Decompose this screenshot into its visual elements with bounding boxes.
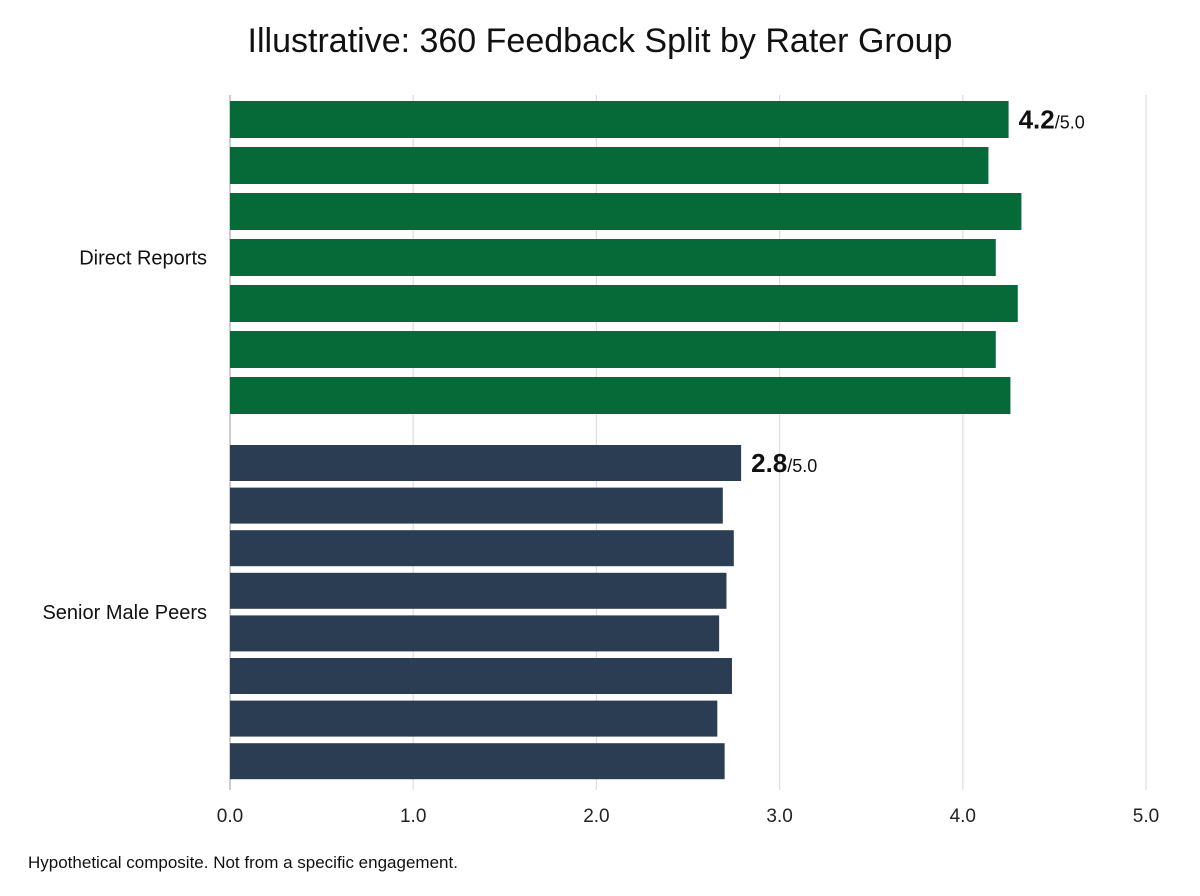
x-tick-label: 4.0 bbox=[950, 806, 976, 827]
bar bbox=[230, 285, 1018, 322]
bar bbox=[230, 445, 742, 481]
bar bbox=[230, 572, 727, 609]
x-tick-label: 0.0 bbox=[217, 806, 243, 827]
category-label: Senior Male Peers bbox=[42, 602, 207, 624]
footnote: Hypothetical composite. Not from a speci… bbox=[28, 853, 458, 872]
bar bbox=[230, 743, 725, 780]
bar bbox=[230, 239, 996, 276]
bar bbox=[230, 530, 734, 567]
bar bbox=[230, 331, 996, 368]
x-tick-label: 2.0 bbox=[583, 806, 609, 827]
summary-suffix: /5.0 bbox=[787, 456, 817, 476]
category-label: Direct Reports bbox=[79, 248, 207, 270]
bar bbox=[230, 377, 1011, 414]
data-label: 4.2/5.0 bbox=[1019, 105, 1085, 135]
bar bbox=[230, 700, 718, 737]
x-tick-label: 3.0 bbox=[766, 806, 792, 827]
bar bbox=[230, 147, 989, 184]
summary-value: 4.2 bbox=[1019, 105, 1055, 135]
bar bbox=[230, 101, 1009, 138]
summary-value: 2.8 bbox=[751, 448, 787, 478]
x-tick-label: 5.0 bbox=[1133, 806, 1159, 827]
data-label: 2.8/5.0 bbox=[751, 448, 817, 478]
bar bbox=[230, 615, 720, 652]
bar bbox=[230, 658, 732, 694]
x-tick-label: 1.0 bbox=[400, 806, 426, 827]
bar bbox=[230, 487, 723, 524]
summary-suffix: /5.0 bbox=[1055, 113, 1085, 133]
bar bbox=[230, 193, 1022, 230]
chart-title: Illustrative: 360 Feedback Split by Rate… bbox=[247, 22, 953, 60]
